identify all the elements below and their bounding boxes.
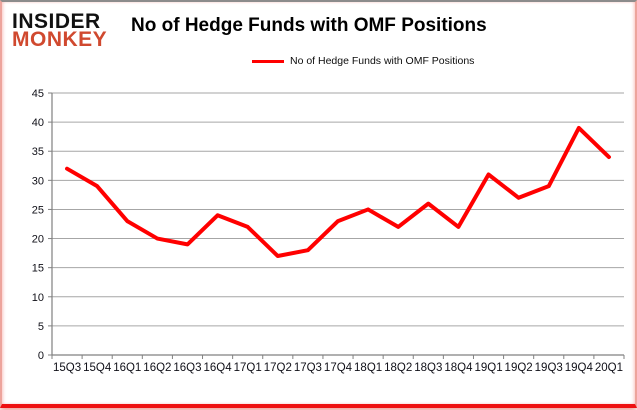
x-tick-label: 15Q3 <box>53 362 81 374</box>
y-tick-label: 0 <box>38 350 44 362</box>
y-tick-label: 35 <box>32 146 44 158</box>
y-tick-label: 10 <box>32 292 44 304</box>
x-tick-label: 16Q2 <box>143 362 171 374</box>
logo-insider-text: INSIDER <box>12 10 101 33</box>
y-tick-label: 5 <box>38 321 44 333</box>
x-tick-label: 16Q3 <box>173 362 201 374</box>
x-tick-label: 15Q4 <box>83 362 112 374</box>
logo-monkey-text: MONKEY <box>12 28 108 51</box>
x-tick-label: 17Q3 <box>294 362 322 374</box>
x-tick-label: 17Q1 <box>234 362 262 374</box>
x-tick-label: 16Q1 <box>113 362 141 374</box>
x-tick-label: 19Q1 <box>474 362 502 374</box>
insider-monkey-logo: INSIDER MONKEY <box>12 10 108 51</box>
x-tick-label: 20Q1 <box>595 362 623 374</box>
x-tick-label: 17Q2 <box>264 362 292 374</box>
x-tick-label: 18Q4 <box>444 362 473 374</box>
x-tick-label: 19Q2 <box>505 362 533 374</box>
y-tick-label: 25 <box>32 204 44 216</box>
y-tick-label: 40 <box>32 117 44 129</box>
x-tick-label: 17Q4 <box>324 362 353 374</box>
x-tick-label: 18Q1 <box>354 362 382 374</box>
legend-line-swatch <box>252 59 284 63</box>
x-tick-label: 18Q3 <box>414 362 442 374</box>
x-tick-label: 18Q2 <box>384 362 412 374</box>
y-tick-label: 20 <box>32 234 44 246</box>
x-tick-label: 16Q4 <box>204 362 233 374</box>
y-tick-label: 45 <box>32 88 44 100</box>
x-tick-label: 19Q4 <box>565 362 594 374</box>
x-tick-label: 19Q3 <box>535 362 563 374</box>
legend: No of Hedge Funds with OMF Positions <box>252 55 474 67</box>
y-tick-label: 15 <box>32 263 44 275</box>
legend-label: No of Hedge Funds with OMF Positions <box>290 55 475 67</box>
data-line-series <box>65 125 611 259</box>
chart-title: No of Hedge Funds with OMF Positions <box>131 15 487 36</box>
y-tick-label: 30 <box>32 175 44 187</box>
